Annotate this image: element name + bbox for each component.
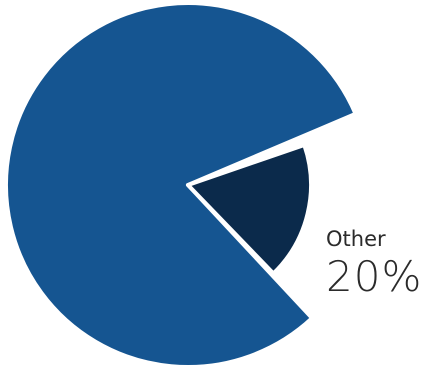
pie-slice-other	[186, 142, 313, 276]
pie-slice-main	[4, 1, 358, 369]
other-slice-annotation: Other 20%	[326, 229, 422, 298]
other-slice-label: Other	[326, 227, 386, 251]
other-slice-percentage: 20%	[326, 252, 423, 301]
